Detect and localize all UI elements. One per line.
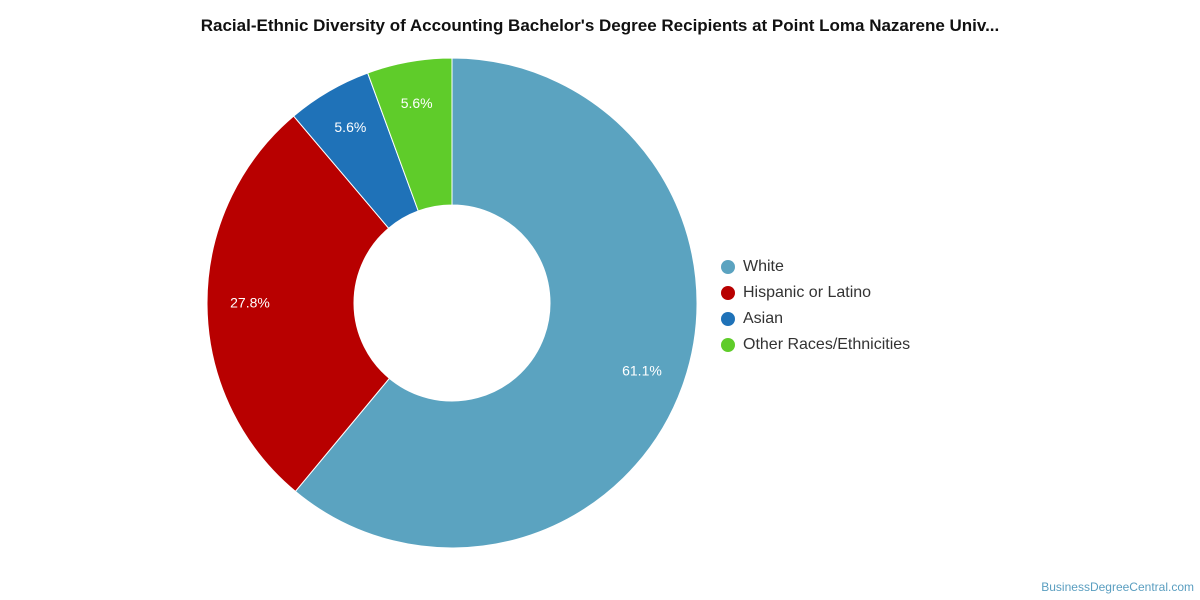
legend-swatch-white [721,260,735,274]
chart-title: Racial-Ethnic Diversity of Accounting Ba… [200,16,1000,35]
legend-label-other-races-ethnicities: Other Races/Ethnicities [743,336,911,353]
legend-label-hispanic-or-latino: Hispanic or Latino [743,284,872,301]
slice-hispanic-or-latino[interactable] [206,115,391,493]
legend-label-asian: Asian [743,310,784,327]
legend-swatch-other-races-ethnicities [721,338,735,352]
legend-swatch-asian [721,312,735,326]
legend-swatch-hispanic-or-latino [721,286,735,300]
legend-item-white[interactable]: White [721,254,910,280]
slice-other-races-ethnicities[interactable] [367,57,453,212]
source-watermark[interactable]: BusinessDegreeCentral.com [1041,580,1194,594]
legend-item-hispanic-or-latino[interactable]: Hispanic or Latino [721,280,910,306]
slice-white[interactable] [294,57,698,549]
chart-legend: White Hispanic or Latino Asian Other Rac… [721,254,910,358]
legend-item-asian[interactable]: Asian [721,306,910,332]
legend-item-other-races-ethnicities[interactable]: Other Races/Ethnicities [721,332,910,358]
slice-label-asian: 5.6% [334,119,366,135]
slice-label-other-races-ethnicities: 5.6% [401,95,433,111]
legend-label-white: White [743,258,784,275]
slice-label-white: 61.1% [622,362,662,378]
slice-label-hispanic-or-latino: 27.8% [230,295,270,311]
